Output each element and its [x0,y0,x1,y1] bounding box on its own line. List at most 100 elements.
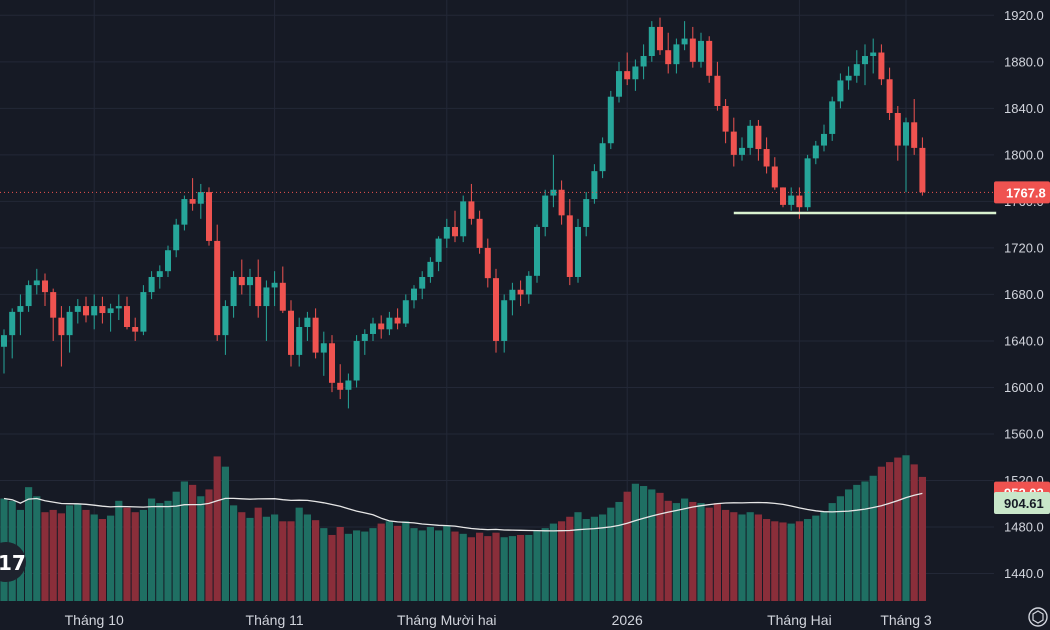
volume-bar [886,462,894,601]
candle-body [706,40,713,76]
candle [386,311,393,336]
candle [74,299,81,324]
volume-bar [869,475,877,601]
candle-body [419,276,426,289]
volume-bar [722,509,730,601]
candle [140,285,147,336]
tradingview-logo[interactable]: 17 [0,542,26,582]
candle-body [894,112,901,146]
candle [542,189,549,237]
volume-bar [377,523,385,601]
volume-bar [148,498,156,601]
volume-bar [246,517,254,601]
candle [657,17,663,55]
candle-body [271,282,278,288]
candle [312,308,319,359]
candle [665,32,672,74]
candle-body [616,71,622,97]
candle-body [862,56,868,65]
candle-body [296,326,303,355]
candle [698,32,704,68]
candle-body [919,147,926,193]
volume-bar [681,498,689,601]
candle [525,271,532,304]
candle-body [657,26,663,51]
volume-bar [295,507,303,601]
volume-bar [754,514,762,601]
candle [345,373,352,409]
volume-bar [189,484,197,601]
candle-body [583,199,590,227]
candle [689,26,696,68]
candle-body [361,333,368,341]
candle-body [181,199,188,225]
candle [279,266,286,314]
candle-body [689,38,696,62]
volume-bar [435,530,443,601]
volume-bar [607,507,615,601]
volume-moving-average-line [3,492,923,532]
volume-bar [713,503,721,601]
svg-text:904.61: 904.61 [1004,496,1044,511]
candle-body [829,101,836,134]
candle-body [501,300,508,341]
volume-bar [221,466,229,601]
candle-body [665,50,672,65]
volume-bar [49,509,57,601]
candle [173,218,180,258]
volume-bar [902,455,910,601]
volume-bar [66,505,74,601]
volume-bar [804,519,812,601]
candle-body [435,238,442,262]
candle [788,187,795,211]
candle [640,44,647,80]
candle-body [542,195,549,227]
candle [632,59,639,91]
candle-body [394,317,401,324]
candle-body [870,52,877,57]
candle [886,67,893,120]
candle [189,178,196,211]
volume-bar [82,509,90,601]
candle-body [247,276,253,286]
candle-body [206,192,212,241]
volume-bar [828,503,836,601]
volume-bar [205,489,213,601]
candle-body [304,317,311,327]
volume-bar [90,514,98,601]
volume-bar [451,531,459,601]
candle-body [763,149,770,167]
candle [755,119,762,161]
volume-bar [763,519,771,601]
volume-bar [492,532,500,601]
candle [903,117,909,193]
candle-body [468,201,475,219]
volume-bar [426,527,434,601]
volume-bar [197,496,205,601]
candle-body [796,195,803,208]
candle-body [329,343,335,383]
candle [837,73,844,109]
candle [222,300,229,355]
candle [681,21,688,51]
volume-bar [812,515,820,601]
volume-bar [549,523,557,601]
price-tick-label: 1720.0 [1004,240,1044,255]
candle-body [812,145,819,159]
volume-bar [664,500,672,601]
candle [763,137,770,174]
candle-body [148,276,155,293]
candle [91,294,98,330]
volume-bar [303,514,311,601]
settings-icon[interactable] [1028,607,1048,627]
candle [747,119,754,155]
candle [460,195,467,243]
volume-bar [656,492,664,601]
candle [739,137,745,161]
volume-bar [525,534,533,601]
volume-bar [689,501,697,601]
candle [214,224,221,341]
time-tick-label: Tháng 10 [65,612,124,628]
volume-bar [500,537,508,601]
